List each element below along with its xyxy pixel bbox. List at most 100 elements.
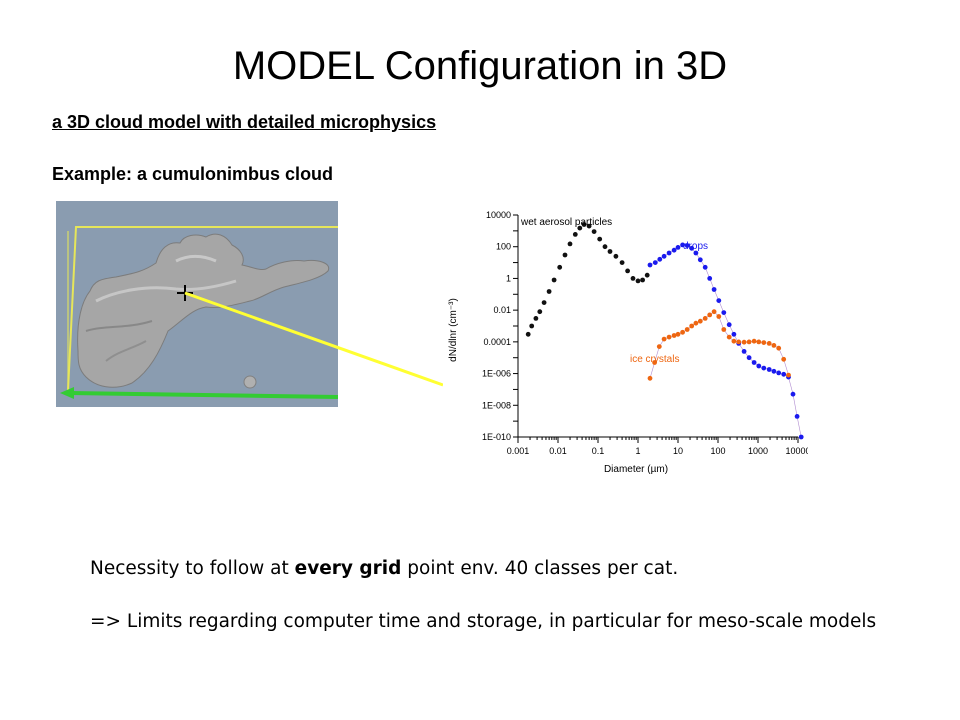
data-point bbox=[689, 245, 695, 251]
data-point bbox=[661, 336, 667, 342]
data-point bbox=[684, 327, 690, 332]
data-point bbox=[644, 272, 650, 278]
data-point bbox=[525, 331, 531, 337]
x-tick-label: 10 bbox=[673, 446, 683, 456]
x-tick-label: 100 bbox=[710, 446, 725, 456]
data-point bbox=[581, 222, 587, 227]
data-point bbox=[619, 260, 625, 265]
para1-bold: every grid bbox=[294, 558, 402, 579]
data-point bbox=[721, 310, 727, 315]
data-point bbox=[786, 372, 791, 378]
data-point bbox=[567, 241, 573, 247]
data-point bbox=[675, 245, 681, 250]
data-point bbox=[562, 252, 568, 258]
data-point bbox=[671, 247, 677, 253]
data-point bbox=[716, 298, 722, 303]
size-distribution-chart: 0.001 0.01 0.1 1 10 100 1000 10000 10000 100 1 0.01… bbox=[443, 205, 808, 475]
data-point bbox=[666, 250, 672, 256]
data-point bbox=[766, 341, 772, 346]
data-point bbox=[693, 250, 699, 256]
annotation-wet-aerosol: wet aerosol particles bbox=[520, 217, 612, 228]
data-point bbox=[771, 343, 777, 348]
chart-axes: 0.001 0.01 0.1 1 10 100 1000 10000 10000 100 1 0.01… bbox=[482, 210, 808, 456]
data-point bbox=[602, 244, 608, 250]
data-point bbox=[680, 242, 685, 248]
data-point bbox=[736, 339, 742, 345]
data-point bbox=[684, 243, 690, 248]
data-point bbox=[671, 333, 677, 338]
y-tick-label: 0.0001 bbox=[483, 337, 511, 347]
cloud-3d-image bbox=[56, 201, 338, 407]
data-point bbox=[746, 355, 752, 361]
data-point bbox=[721, 327, 727, 332]
data-point bbox=[741, 339, 747, 345]
data-point bbox=[707, 276, 713, 281]
data-point bbox=[761, 340, 767, 345]
data-point bbox=[693, 320, 699, 326]
data-point bbox=[711, 309, 717, 315]
data-point bbox=[781, 356, 787, 362]
data-point bbox=[761, 365, 767, 371]
x-tick-label: 1000 bbox=[748, 446, 768, 456]
data-point bbox=[557, 264, 563, 270]
data-point bbox=[597, 236, 603, 242]
data-point bbox=[731, 338, 737, 344]
data-point bbox=[537, 309, 543, 315]
data-point bbox=[702, 316, 708, 321]
data-point bbox=[661, 253, 667, 259]
data-point bbox=[647, 375, 653, 381]
data-point bbox=[586, 223, 592, 229]
data-point bbox=[577, 225, 583, 231]
y-tick-label: 100 bbox=[496, 242, 511, 252]
data-point bbox=[657, 256, 663, 262]
x-tick-label: 10000 bbox=[785, 446, 808, 456]
page-title: MODEL Configuration in 3D bbox=[232, 44, 728, 88]
data-point bbox=[697, 257, 703, 263]
y-tick-label: 0.01 bbox=[493, 305, 511, 315]
data-point bbox=[541, 300, 547, 305]
data-point bbox=[741, 349, 747, 354]
data-point bbox=[776, 345, 782, 351]
data-point bbox=[533, 316, 539, 321]
data-point bbox=[591, 229, 597, 234]
y-tick-label: 1 bbox=[506, 273, 511, 283]
y-tick-label: 1E-008 bbox=[482, 400, 511, 410]
x-tick-label: 1 bbox=[635, 446, 640, 456]
data-point bbox=[647, 262, 653, 268]
data-point bbox=[680, 329, 685, 335]
subtitle: a 3D cloud model with detailed microphys… bbox=[52, 112, 437, 132]
paragraph-necessity: Necessity to follow at every grid point … bbox=[90, 558, 678, 579]
data-point bbox=[707, 312, 713, 318]
example-heading: Example: a cumulonimbus cloud bbox=[52, 164, 334, 184]
data-point bbox=[666, 334, 672, 340]
data-point bbox=[751, 360, 757, 365]
data-point bbox=[607, 249, 613, 254]
y-tick-label: 1E-010 bbox=[482, 432, 511, 442]
data-point bbox=[656, 344, 662, 349]
data-point bbox=[652, 260, 658, 265]
data-point bbox=[529, 323, 535, 329]
data-point bbox=[625, 268, 630, 274]
data-point bbox=[756, 363, 762, 369]
data-point bbox=[766, 367, 772, 372]
x-tick-label: 0.001 bbox=[507, 446, 530, 456]
y-tick-label: 10000 bbox=[486, 210, 511, 220]
data-point bbox=[751, 338, 757, 344]
data-point bbox=[630, 276, 636, 281]
data-point bbox=[551, 277, 557, 283]
data-point bbox=[776, 370, 782, 376]
data-point bbox=[675, 331, 681, 337]
x-tick-label: 0.1 bbox=[592, 446, 605, 456]
data-point bbox=[702, 264, 708, 270]
data-point bbox=[697, 318, 703, 324]
data-point bbox=[613, 253, 619, 259]
x-axis-label: Diameter (µm) bbox=[604, 464, 668, 475]
data-point bbox=[711, 287, 717, 292]
data-point bbox=[546, 289, 552, 294]
data-point bbox=[689, 323, 695, 329]
data-point bbox=[746, 339, 752, 345]
data-point bbox=[640, 277, 645, 283]
data-point bbox=[731, 331, 737, 337]
data-point bbox=[652, 360, 657, 365]
data-point bbox=[790, 391, 796, 397]
